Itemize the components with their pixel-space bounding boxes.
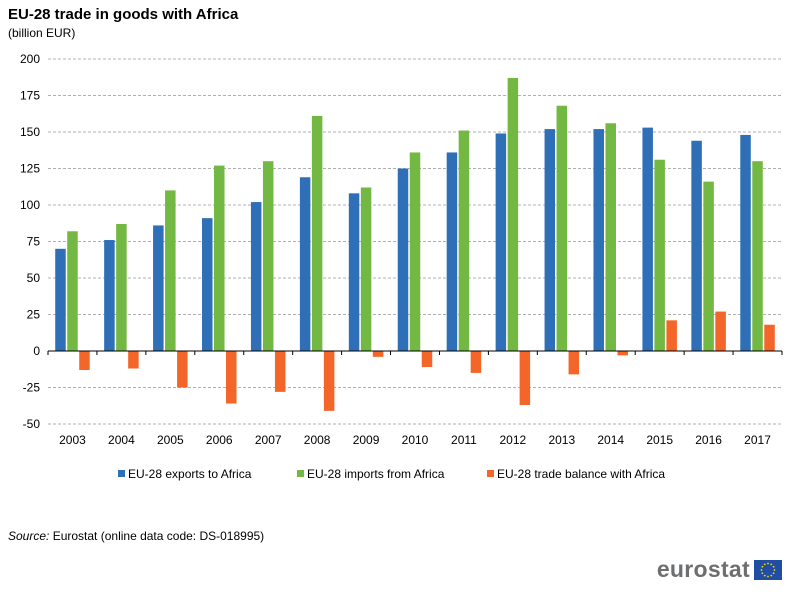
y-tick-label: 50 bbox=[27, 271, 41, 285]
x-tick-label: 2007 bbox=[255, 433, 282, 447]
y-tick-label: 75 bbox=[27, 235, 41, 249]
bar-imports-2011 bbox=[458, 130, 470, 351]
y-tick-label: 25 bbox=[27, 308, 41, 322]
y-tick-label: 200 bbox=[20, 52, 40, 66]
bar-balance-2008 bbox=[323, 351, 335, 411]
y-tick-label: -50 bbox=[23, 417, 41, 431]
bar-imports-2005 bbox=[165, 190, 176, 351]
bar-imports-2013 bbox=[556, 105, 568, 351]
y-tick-label: 0 bbox=[33, 344, 40, 358]
y-tick-label: 125 bbox=[20, 162, 40, 176]
bar-exports-2014 bbox=[593, 129, 604, 351]
bar-balance-2005 bbox=[177, 351, 188, 388]
bar-balance-2013 bbox=[568, 351, 580, 375]
bar-imports-2012 bbox=[507, 77, 519, 351]
bar-exports-2015 bbox=[642, 127, 653, 352]
bar-imports-2007 bbox=[262, 161, 274, 351]
bar-balance-2014 bbox=[617, 351, 628, 356]
bar-exports-2006 bbox=[202, 218, 213, 351]
bar-balance-2015 bbox=[666, 320, 677, 351]
bar-balance-2017 bbox=[764, 324, 775, 351]
bar-exports-2007 bbox=[250, 202, 262, 351]
bar-exports-2013 bbox=[544, 129, 556, 351]
bar-imports-2014 bbox=[605, 123, 616, 352]
bar-imports-2009 bbox=[360, 187, 372, 351]
bar-imports-2010 bbox=[409, 152, 421, 351]
y-tick-label: 150 bbox=[20, 125, 40, 139]
bar-imports-2016 bbox=[703, 181, 714, 351]
y-tick-label: -25 bbox=[23, 381, 41, 395]
legend-swatch-exports bbox=[118, 470, 125, 477]
legend-label-exports: EU-28 exports to Africa bbox=[128, 467, 252, 481]
eurostat-logo: eurostat bbox=[657, 556, 782, 583]
x-tick-label: 2012 bbox=[500, 433, 527, 447]
bar-balance-2007 bbox=[274, 351, 286, 392]
bar-imports-2008 bbox=[311, 115, 323, 351]
bar-balance-2010 bbox=[421, 351, 433, 368]
chart-area: -50 -25 0 25 50 75 100 125 150 175 200 2003 2004 2005… bbox=[20, 52, 783, 481]
bar-exports-2009 bbox=[348, 193, 360, 351]
source-label: Source: bbox=[8, 529, 50, 543]
x-tick-label: 2004 bbox=[108, 433, 135, 447]
bar-exports-2005 bbox=[153, 225, 164, 351]
x-tick-label: 2016 bbox=[695, 433, 722, 447]
bar-exports-2011 bbox=[446, 152, 458, 351]
x-tick-label: 2011 bbox=[451, 433, 477, 447]
bar-exports-2004 bbox=[104, 240, 115, 351]
x-tick-label: 2005 bbox=[157, 433, 184, 447]
bar-imports-2003 bbox=[67, 231, 78, 351]
legend-label-imports: EU-28 imports from Africa bbox=[307, 467, 445, 481]
x-tick-label: 2015 bbox=[646, 433, 673, 447]
bar-exports-2017 bbox=[740, 134, 751, 351]
x-tick-label: 2014 bbox=[597, 433, 624, 447]
x-tick-label: 2008 bbox=[304, 433, 331, 447]
legend-label-balance: EU-28 trade balance with Africa bbox=[497, 467, 665, 481]
chart-title: EU-28 trade in goods with Africa bbox=[8, 6, 239, 23]
bar-balance-2016 bbox=[715, 311, 726, 351]
bar-exports-2016 bbox=[691, 140, 702, 351]
bar-balance-2009 bbox=[372, 351, 384, 357]
bar-balance-2006 bbox=[226, 351, 237, 404]
source-note: Source: Eurostat (online data code: DS-0… bbox=[8, 529, 264, 543]
bar-exports-2003 bbox=[55, 248, 66, 351]
x-tick-label: 2017 bbox=[744, 433, 771, 447]
bar-imports-2015 bbox=[654, 159, 665, 351]
x-tick-label: 2010 bbox=[402, 433, 429, 447]
bar-exports-2008 bbox=[299, 177, 311, 351]
bar-balance-2011 bbox=[470, 351, 482, 373]
bar-balance-2012 bbox=[519, 351, 531, 406]
source-text: Eurostat (online data code: DS-018995) bbox=[52, 529, 265, 543]
x-tick-label: 2006 bbox=[206, 433, 233, 447]
x-tick-label: 2013 bbox=[548, 433, 575, 447]
bar-imports-2004 bbox=[116, 223, 127, 351]
bar-imports-2006 bbox=[214, 165, 225, 351]
y-tick-label: 100 bbox=[20, 198, 40, 212]
y-tick-label: 175 bbox=[20, 89, 40, 103]
x-tick-label: 2003 bbox=[59, 433, 86, 447]
logo-text: eurostat bbox=[656, 556, 750, 582]
x-tick-label: 2009 bbox=[353, 433, 380, 447]
bar-exports-2012 bbox=[495, 133, 507, 351]
bar-balance-2004 bbox=[128, 351, 139, 369]
bar-imports-2017 bbox=[752, 161, 763, 351]
bar-exports-2010 bbox=[397, 168, 409, 351]
legend-swatch-imports bbox=[297, 470, 304, 477]
legend-swatch-balance bbox=[487, 470, 494, 477]
bar-balance-2003 bbox=[79, 351, 90, 370]
chart-subtitle: (billion EUR) bbox=[8, 26, 76, 40]
eu-flag-icon bbox=[754, 559, 782, 580]
